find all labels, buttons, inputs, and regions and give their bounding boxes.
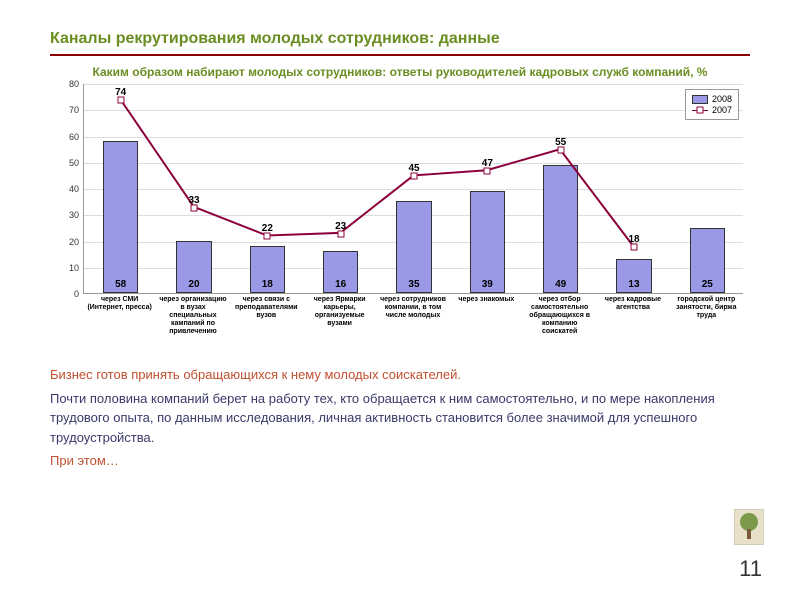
- bar: 35: [396, 201, 431, 293]
- chart-legend: 2008 2007: [685, 89, 739, 120]
- bar: 49: [543, 165, 578, 294]
- y-tick: 70: [55, 105, 79, 115]
- y-tick: 60: [55, 132, 79, 142]
- page-number: 11: [739, 556, 762, 582]
- x-label: городской центр занятости, биржа труда: [671, 296, 741, 320]
- x-label: через Ярмарки карьеры, организуемые вуза…: [304, 296, 374, 328]
- bar-value: 49: [544, 279, 577, 290]
- bar-value: 25: [691, 279, 724, 290]
- main-title: Каналы рекрутирования молодых сотруднико…: [50, 30, 750, 56]
- bar: 13: [616, 259, 651, 293]
- line-value: 22: [262, 223, 273, 234]
- line-value: 55: [555, 137, 566, 148]
- line-value: 18: [628, 234, 639, 245]
- gridline: [84, 110, 743, 111]
- body-p2: Почти половина компаний берет на работу …: [50, 389, 750, 448]
- legend-label-2007: 2007: [712, 105, 732, 115]
- x-label: через знакомых: [451, 296, 521, 304]
- gridline: [84, 84, 743, 85]
- bar: 16: [323, 251, 358, 293]
- bar-value: 18: [251, 279, 284, 290]
- tree-icon: [734, 509, 764, 545]
- bar-value: 35: [397, 279, 430, 290]
- y-tick: 20: [55, 237, 79, 247]
- bar: 20: [176, 241, 211, 294]
- bar-value: 20: [177, 279, 210, 290]
- y-tick: 0: [55, 289, 79, 299]
- y-tick: 80: [55, 79, 79, 89]
- bar: 58: [103, 141, 138, 293]
- x-label: через отбор самостоятельно обращающихся …: [524, 296, 594, 336]
- x-label: через кадровые агентства: [598, 296, 668, 312]
- y-tick: 40: [55, 184, 79, 194]
- x-label: через СМИ (Интернет, пресса): [84, 296, 154, 312]
- line-value: 74: [115, 87, 126, 98]
- line-value: 33: [188, 194, 199, 205]
- legend-swatch-2008: [692, 95, 708, 104]
- line-value: 45: [408, 163, 419, 174]
- legend-swatch-2007: [692, 106, 708, 115]
- y-tick: 50: [55, 158, 79, 168]
- gridline: [84, 137, 743, 138]
- bar: 39: [470, 191, 505, 293]
- bar: 18: [250, 246, 285, 293]
- sub-title: Каким образом набирают молодых сотрудник…: [50, 64, 750, 80]
- body-text: Бизнес готов принять обращающихся к нему…: [50, 365, 750, 471]
- x-label: через сотрудников компании, в том числе …: [378, 296, 448, 320]
- line-value: 47: [482, 158, 493, 169]
- x-label: через связи с преподавателями вузов: [231, 296, 301, 320]
- bar-value: 16: [324, 279, 357, 290]
- chart-area: 01020304050607080 582018163539491325 743…: [55, 84, 745, 349]
- body-p1: Бизнес готов принять обращающихся к нему…: [50, 365, 750, 385]
- y-tick: 30: [55, 210, 79, 220]
- bar: 25: [690, 228, 725, 294]
- bar-value: 13: [617, 279, 650, 290]
- x-label: через организацию в вузах специальных ка…: [158, 296, 228, 336]
- legend-label-2008: 2008: [712, 94, 732, 104]
- gridline: [84, 189, 743, 190]
- body-p3: При этом…: [50, 451, 750, 471]
- bar-value: 58: [104, 279, 137, 290]
- y-tick: 10: [55, 263, 79, 273]
- line-value: 23: [335, 221, 346, 232]
- bar-value: 39: [471, 279, 504, 290]
